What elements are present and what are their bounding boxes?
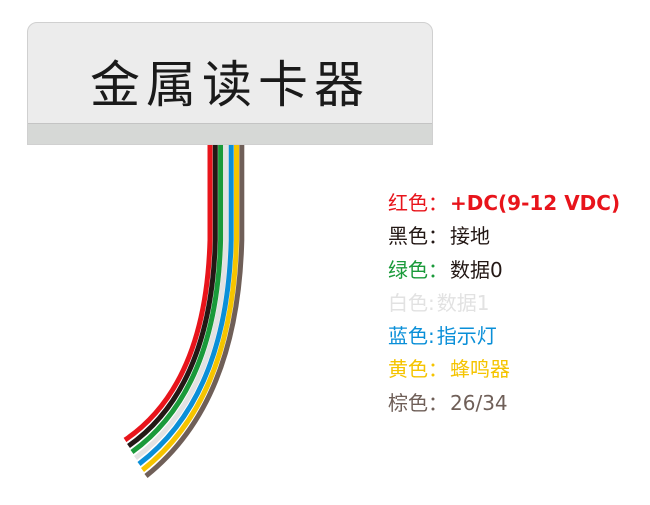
separator: ： xyxy=(428,224,448,249)
separator: ： xyxy=(428,191,448,215)
wire-function: 蜂鸣器 xyxy=(450,357,510,382)
separator: ： xyxy=(428,357,448,382)
wire-function: 指示灯 xyxy=(436,324,497,349)
legend-row: 黄色： 蜂鸣器 xyxy=(388,354,620,387)
legend-row: 黑色： 接地 xyxy=(388,221,620,254)
wire xyxy=(130,140,224,455)
wire xyxy=(134,140,229,461)
wire-function: 26/34 xyxy=(450,390,508,415)
wire-color-label: 白色 xyxy=(388,290,428,315)
wire xyxy=(123,140,213,443)
separator: : xyxy=(428,290,435,315)
card-reader-base-band xyxy=(28,123,432,144)
legend-row: 棕色： 26/34 xyxy=(388,388,620,421)
legend-row: 绿色： 数据0 xyxy=(388,255,620,288)
wire-color-label: 黑色 xyxy=(388,224,428,249)
wire xyxy=(137,140,234,466)
legend-row: 白色: 数据1 xyxy=(388,288,620,321)
wire-function: 数据0 xyxy=(450,257,503,282)
separator: ： xyxy=(428,390,448,415)
wire-color-label: 蓝色 xyxy=(388,324,428,349)
wire-legend: 红色： +DC(9-12 VDC) 黑色： 接地 绿色： 数据0 白色: 数据1 蓝色: 指示灯黄… xyxy=(388,188,620,421)
wire-color-label: 绿色 xyxy=(388,257,428,282)
wire-function: +DC(9-12 VDC) xyxy=(450,191,621,215)
wire-color-label: 红色 xyxy=(388,191,428,215)
card-reader-title: 金属读卡器 xyxy=(90,56,370,114)
wire xyxy=(127,140,218,449)
wire xyxy=(144,140,245,478)
legend-row: 红色： +DC(9-12 VDC) xyxy=(388,188,620,221)
separator: : xyxy=(428,324,435,349)
wire-function: 数据1 xyxy=(436,290,490,315)
legend-row: 蓝色: 指示灯 xyxy=(388,321,620,354)
wire-color-label: 棕色 xyxy=(388,390,428,415)
wire-function: 接地 xyxy=(450,224,490,249)
card-reader-body: 金属读卡器 xyxy=(27,22,433,145)
wire-color-label: 黄色 xyxy=(388,357,428,382)
separator: ： xyxy=(428,257,448,282)
wire xyxy=(140,140,239,472)
